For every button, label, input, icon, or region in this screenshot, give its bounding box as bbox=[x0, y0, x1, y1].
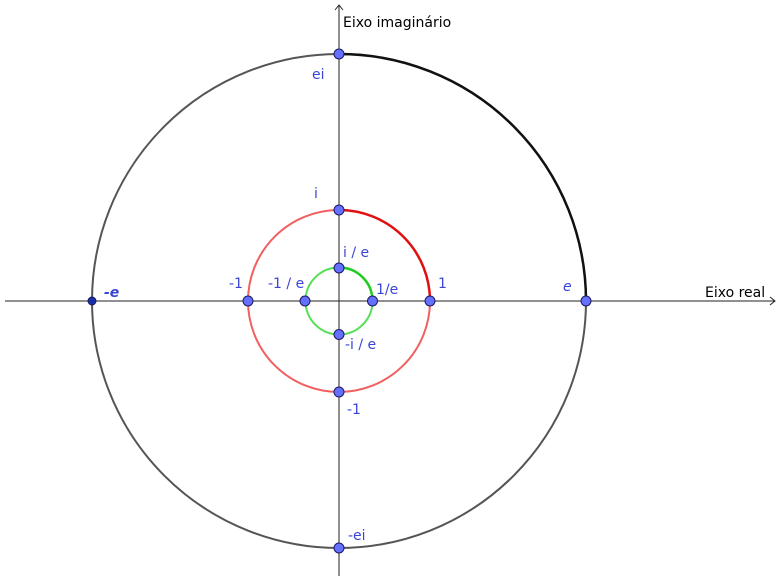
point-label: 1 bbox=[438, 276, 447, 292]
x-arrow bbox=[769, 296, 776, 306]
point-label: -1 bbox=[347, 402, 361, 418]
point-label: -1 bbox=[229, 276, 243, 292]
point-label: 1/e bbox=[376, 282, 398, 298]
point bbox=[333, 262, 345, 274]
point-label: i bbox=[314, 186, 318, 202]
point bbox=[242, 295, 254, 307]
x-axis-label: Eixo real bbox=[705, 285, 765, 301]
y-arrow bbox=[334, 4, 344, 11]
point bbox=[424, 295, 436, 307]
point-label: e bbox=[563, 279, 572, 295]
point bbox=[333, 386, 345, 398]
arc-e bbox=[338, 52, 588, 302]
y-axis-label: Eixo imaginário bbox=[343, 15, 451, 31]
point bbox=[580, 295, 592, 307]
point-label: -ei bbox=[348, 528, 366, 544]
point bbox=[87, 296, 97, 306]
point bbox=[333, 329, 345, 340]
point-label: ei bbox=[312, 67, 325, 83]
point-label: i / e bbox=[343, 245, 369, 261]
point bbox=[333, 48, 345, 60]
point bbox=[333, 204, 345, 216]
point bbox=[367, 295, 378, 307]
arc-inv-e bbox=[338, 266, 374, 302]
point-label: -1 / e bbox=[268, 276, 304, 292]
arc-1 bbox=[338, 208, 432, 302]
point-label: -e bbox=[104, 285, 119, 301]
point-label: -i / e bbox=[345, 337, 376, 353]
point bbox=[333, 542, 345, 554]
point bbox=[299, 295, 311, 307]
